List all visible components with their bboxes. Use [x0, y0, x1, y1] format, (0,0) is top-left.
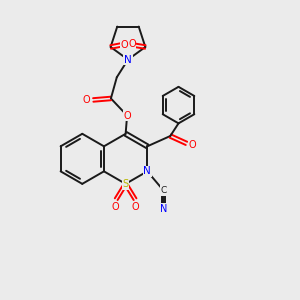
- Text: N: N: [124, 55, 132, 64]
- Text: O: O: [112, 202, 119, 212]
- Text: O: O: [120, 40, 128, 50]
- Text: O: O: [128, 39, 136, 49]
- Text: O: O: [83, 95, 91, 105]
- Text: O: O: [132, 202, 140, 212]
- Text: O: O: [188, 140, 196, 150]
- Text: N: N: [143, 166, 151, 176]
- Text: C: C: [160, 186, 166, 195]
- Text: S: S: [123, 179, 129, 189]
- Text: N: N: [160, 204, 167, 214]
- Text: O: O: [123, 110, 131, 121]
